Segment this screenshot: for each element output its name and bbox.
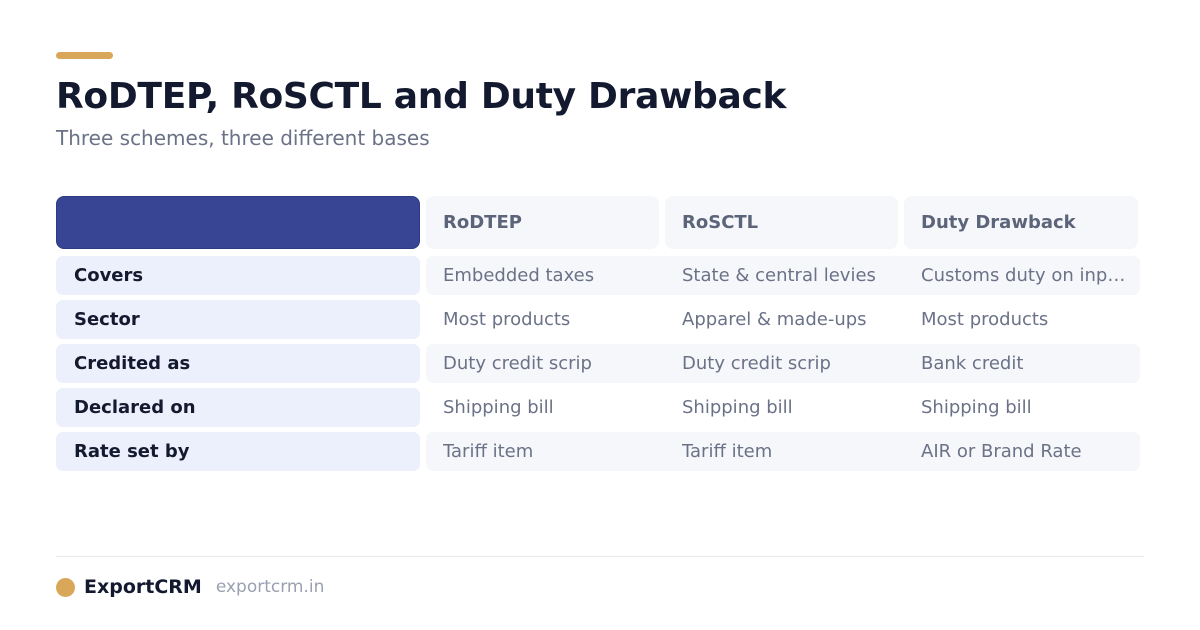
table-cell: AIR or Brand Rate <box>921 441 1082 462</box>
table-row: Credited as Duty credit scrip Duty credi… <box>56 344 1140 383</box>
table-row: Sector Most products Apparel & made-ups … <box>56 300 1140 339</box>
row-label: Sector <box>56 300 420 339</box>
table-cell: Most products <box>443 309 571 330</box>
table-row: Covers Embedded taxes State & central le… <box>56 256 1140 295</box>
row-label: Credited as <box>56 344 420 383</box>
table-cell: Bank credit <box>921 353 1024 374</box>
page-title: RoDTEP, RoSCTL and Duty Drawback <box>56 76 787 117</box>
footer-divider <box>56 556 1144 557</box>
table-cell: Apparel & made-ups <box>682 309 867 330</box>
row-label: Covers <box>56 256 420 295</box>
row-label: Declared on <box>56 388 420 427</box>
column-header-rodtep: RoDTEP <box>426 196 659 249</box>
accent-bar <box>56 52 113 59</box>
page-subtitle: Three schemes, three different bases <box>56 126 430 150</box>
column-header-rosctl: RoSCTL <box>665 196 898 249</box>
table-cell: State & central levies <box>682 265 876 286</box>
row-label: Rate set by <box>56 432 420 471</box>
table-cell: Shipping bill <box>443 397 554 418</box>
table-cell: Customs duty on inputs <box>921 265 1128 286</box>
brand-name: ExportCRM <box>84 576 202 598</box>
brand-logo-icon <box>56 577 75 597</box>
header-corner-cell <box>56 196 420 249</box>
table-row: Rate set by Tariff item Tariff item AIR … <box>56 432 1140 471</box>
table-cell: Shipping bill <box>921 397 1032 418</box>
table-cell: Most products <box>921 309 1049 330</box>
table-cell: Embedded taxes <box>443 265 595 286</box>
column-header-duty-drawback: Duty Drawback <box>904 196 1138 249</box>
brand-website: exportcrm.in <box>215 577 325 597</box>
table-header-row: RoDTEP RoSCTL Duty Drawback <box>56 196 1140 249</box>
table-cell: Duty credit scrip <box>443 353 592 374</box>
footer: ExportCRM exportcrm.in <box>56 576 324 598</box>
comparison-table: RoDTEP RoSCTL Duty Drawback Covers Embed… <box>56 196 1140 476</box>
table-cell: Tariff item <box>682 441 773 462</box>
table-cell: Tariff item <box>443 441 534 462</box>
table-row: Declared on Shipping bill Shipping bill … <box>56 388 1140 427</box>
table-cell: Duty credit scrip <box>682 353 831 374</box>
table-cell: Shipping bill <box>682 397 793 418</box>
